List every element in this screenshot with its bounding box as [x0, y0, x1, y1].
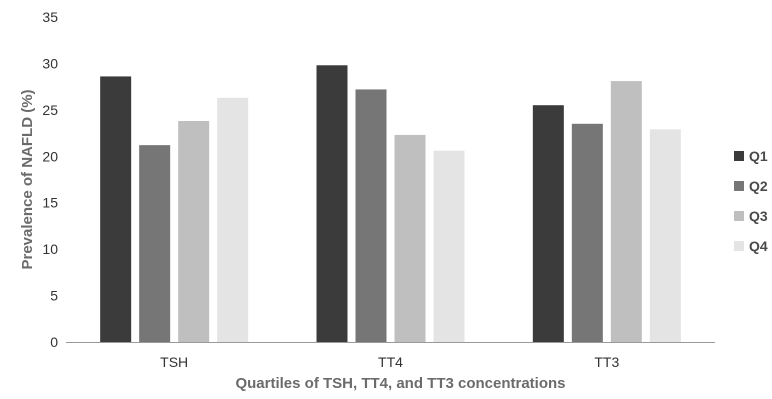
y-tick-label: 5 — [50, 288, 58, 304]
x-tick-label: TT4 — [378, 354, 403, 370]
legend-swatch-q3 — [734, 211, 744, 221]
bar-q3-tt4 — [394, 134, 426, 342]
legend-label-q3: Q3 — [749, 208, 768, 224]
bar-q2-tt3 — [571, 123, 603, 343]
legend-swatch-q2 — [734, 181, 744, 191]
y-tick-label: 25 — [42, 102, 58, 118]
y-tick-label: 15 — [42, 195, 58, 211]
bar-q3-tt3 — [610, 81, 642, 343]
bar-q4-tt3 — [649, 129, 681, 342]
y-tick-label: 30 — [42, 55, 58, 71]
legend-swatch-q4 — [734, 241, 744, 251]
x-tick-label: TSH — [160, 354, 188, 370]
y-axis-ticks: 0 5 10 15 20 25 30 35 — [42, 9, 58, 350]
bar-q1-tt4 — [316, 65, 348, 343]
x-axis-ticks: TSH TT4 TT3 — [160, 354, 619, 370]
x-axis-title: Quartiles of TSH, TT4, and TT3 concentra… — [235, 375, 565, 392]
y-tick-label: 35 — [42, 9, 58, 25]
legend-label-q1: Q1 — [749, 148, 768, 164]
legend-swatch-q1 — [734, 151, 744, 161]
bar-q4-tsh — [217, 97, 249, 343]
y-axis-title: Prevalence of NAFLD (%) — [19, 89, 36, 269]
y-tick-label: 20 — [42, 148, 58, 164]
x-tick-label: TT3 — [594, 354, 619, 370]
bar-q1-tsh — [100, 76, 132, 342]
bar-q4-tt4 — [433, 150, 465, 342]
y-tick-label: 0 — [50, 334, 58, 350]
bar-q2-tsh — [139, 145, 171, 342]
y-tick-label: 10 — [42, 241, 58, 257]
bar-q2-tt4 — [355, 89, 387, 342]
legend: Q1 Q2 Q3 Q4 — [734, 148, 768, 254]
legend-label-q2: Q2 — [749, 178, 768, 194]
legend-label-q4: Q4 — [749, 238, 768, 254]
plot-area — [100, 65, 681, 343]
bar-q3-tsh — [178, 121, 210, 342]
bar-q1-tt3 — [532, 105, 564, 342]
